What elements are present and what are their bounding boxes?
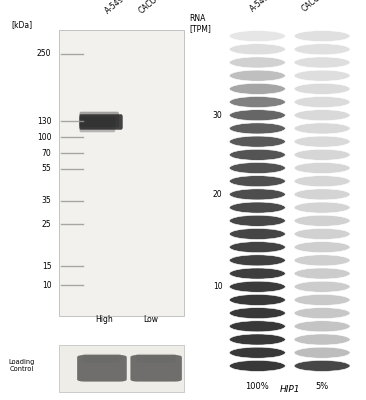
Ellipse shape (294, 228, 350, 240)
Ellipse shape (294, 360, 350, 372)
Ellipse shape (294, 294, 350, 306)
Ellipse shape (294, 202, 350, 213)
Ellipse shape (294, 57, 350, 68)
Text: 25: 25 (42, 220, 52, 229)
Text: Low: Low (143, 315, 158, 324)
Ellipse shape (294, 255, 350, 266)
Text: CACO-2: CACO-2 (300, 0, 329, 14)
Text: Loading
Control: Loading Control (9, 359, 35, 372)
Ellipse shape (229, 308, 285, 319)
Ellipse shape (294, 189, 350, 200)
Ellipse shape (294, 308, 350, 319)
Ellipse shape (229, 83, 285, 94)
Ellipse shape (294, 44, 350, 55)
Ellipse shape (294, 123, 350, 134)
FancyBboxPatch shape (136, 354, 176, 363)
Text: [kDa]: [kDa] (11, 20, 32, 29)
Ellipse shape (294, 70, 350, 81)
FancyBboxPatch shape (59, 30, 184, 316)
Text: 5%: 5% (315, 382, 329, 391)
Text: 100%: 100% (246, 382, 269, 391)
Text: RNA
[TPM]: RNA [TPM] (189, 14, 211, 33)
Ellipse shape (229, 162, 285, 174)
Text: CACO-2: CACO-2 (138, 0, 166, 15)
Ellipse shape (229, 242, 285, 253)
FancyBboxPatch shape (77, 355, 127, 382)
Ellipse shape (229, 96, 285, 108)
Ellipse shape (294, 268, 350, 279)
Ellipse shape (294, 242, 350, 253)
Text: 250: 250 (37, 49, 52, 58)
Ellipse shape (229, 321, 285, 332)
Text: 70: 70 (42, 149, 52, 158)
Ellipse shape (294, 30, 350, 42)
FancyBboxPatch shape (79, 117, 115, 132)
Ellipse shape (229, 347, 285, 358)
Text: 130: 130 (37, 117, 52, 126)
Ellipse shape (229, 123, 285, 134)
Ellipse shape (294, 162, 350, 174)
Ellipse shape (229, 30, 285, 42)
Ellipse shape (229, 228, 285, 240)
Text: High: High (95, 315, 113, 324)
Ellipse shape (294, 215, 350, 226)
Text: A-549: A-549 (104, 0, 127, 15)
FancyBboxPatch shape (79, 114, 123, 130)
FancyBboxPatch shape (79, 112, 119, 127)
Text: A-549: A-549 (248, 0, 271, 14)
Ellipse shape (294, 110, 350, 121)
FancyBboxPatch shape (59, 345, 184, 392)
Ellipse shape (294, 281, 350, 292)
Ellipse shape (294, 96, 350, 108)
Ellipse shape (229, 176, 285, 187)
Text: HIP1: HIP1 (280, 385, 300, 394)
FancyBboxPatch shape (130, 355, 182, 382)
Ellipse shape (294, 347, 350, 358)
Ellipse shape (229, 57, 285, 68)
Ellipse shape (229, 255, 285, 266)
Ellipse shape (229, 281, 285, 292)
Text: 55: 55 (42, 164, 52, 173)
Ellipse shape (229, 334, 285, 345)
Text: 20: 20 (213, 190, 223, 199)
Ellipse shape (229, 268, 285, 279)
Ellipse shape (229, 215, 285, 226)
Ellipse shape (294, 149, 350, 160)
Ellipse shape (229, 189, 285, 200)
Ellipse shape (294, 83, 350, 94)
Ellipse shape (294, 136, 350, 147)
Ellipse shape (229, 360, 285, 372)
FancyBboxPatch shape (83, 354, 121, 363)
Ellipse shape (229, 70, 285, 81)
Ellipse shape (229, 294, 285, 306)
Ellipse shape (294, 176, 350, 187)
Text: 10: 10 (42, 281, 52, 290)
Ellipse shape (229, 136, 285, 147)
Ellipse shape (294, 334, 350, 345)
Ellipse shape (229, 202, 285, 213)
Text: 30: 30 (213, 111, 223, 120)
Text: 15: 15 (42, 262, 52, 270)
Text: 10: 10 (213, 282, 223, 291)
Ellipse shape (294, 321, 350, 332)
Ellipse shape (229, 110, 285, 121)
Ellipse shape (229, 149, 285, 160)
Ellipse shape (229, 44, 285, 55)
Text: 35: 35 (42, 196, 52, 205)
Text: 100: 100 (37, 133, 52, 142)
